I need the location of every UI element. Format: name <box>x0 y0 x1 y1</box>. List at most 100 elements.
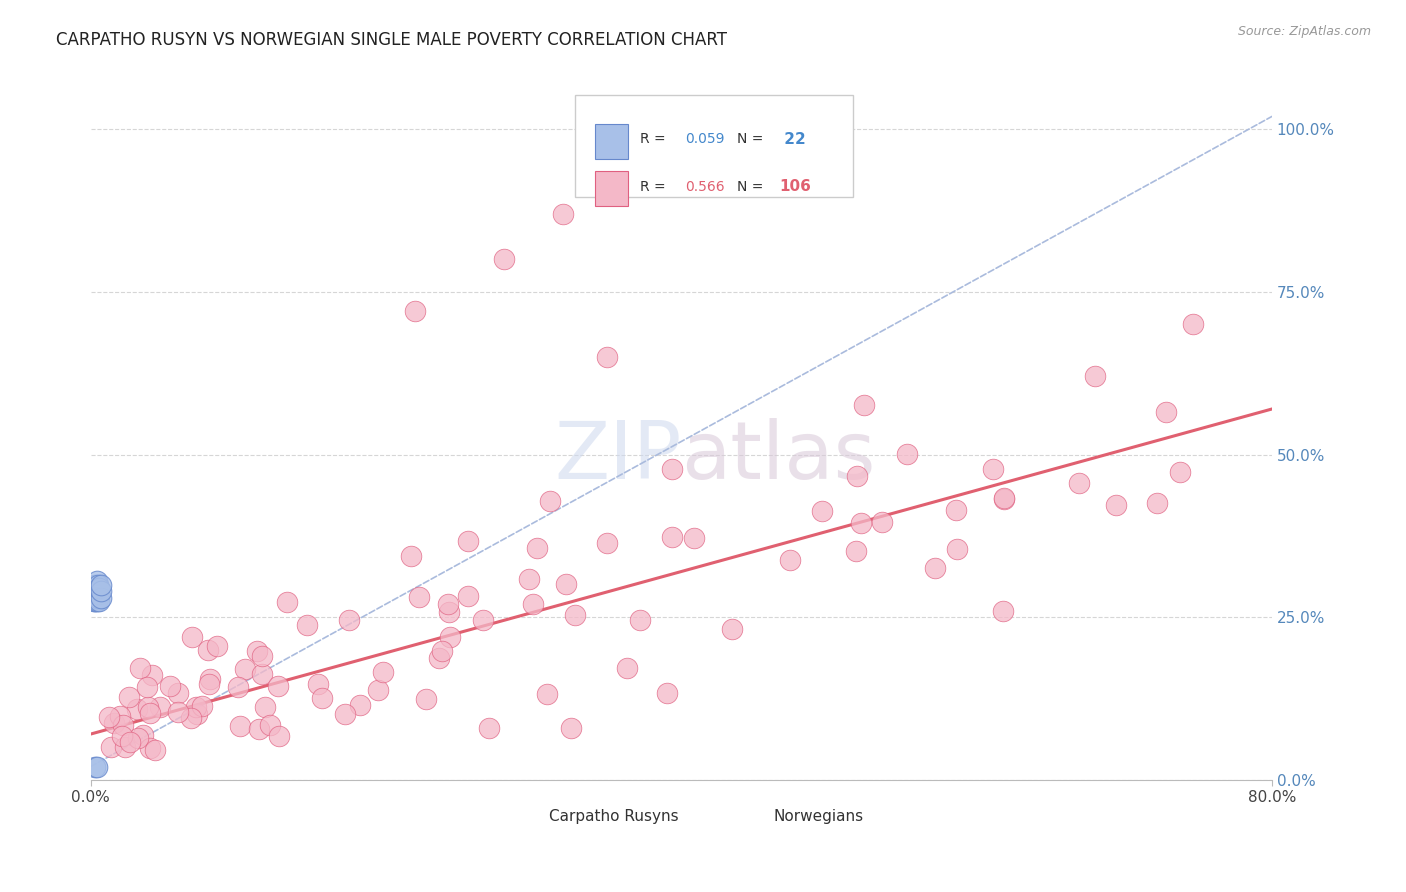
Point <box>1170 465 1192 479</box>
Point <box>89 581 111 595</box>
Point <box>616 661 638 675</box>
Point <box>246 644 269 658</box>
Point <box>247 722 270 736</box>
Point <box>307 677 329 691</box>
Point <box>896 447 918 461</box>
Point <box>111 729 134 743</box>
Point <box>661 530 683 544</box>
Point <box>1084 368 1107 383</box>
Point <box>437 598 460 612</box>
Point <box>457 534 479 549</box>
Point <box>250 667 273 681</box>
Point <box>129 661 152 675</box>
Point <box>83 594 105 608</box>
Point <box>127 731 149 745</box>
Point <box>84 577 107 591</box>
Point <box>84 584 107 599</box>
Point <box>269 729 291 743</box>
Point <box>166 686 188 700</box>
Text: N =: N = <box>737 179 768 194</box>
Text: R =: R = <box>640 179 669 194</box>
Point <box>846 469 869 483</box>
Point <box>1146 496 1168 510</box>
Point <box>335 706 357 721</box>
Point <box>439 630 461 644</box>
Point <box>143 743 166 757</box>
Text: Norwegians: Norwegians <box>773 809 863 824</box>
Point <box>1105 498 1128 512</box>
Point <box>103 716 125 731</box>
Point <box>472 614 495 628</box>
Point <box>408 590 430 604</box>
Point <box>86 759 108 773</box>
FancyBboxPatch shape <box>734 806 763 827</box>
Point <box>136 680 159 694</box>
FancyBboxPatch shape <box>595 171 628 206</box>
Point <box>235 662 257 676</box>
Point <box>167 705 190 719</box>
Point <box>100 739 122 754</box>
Point <box>197 643 219 657</box>
Point <box>494 252 516 267</box>
Point <box>180 630 202 644</box>
Point <box>526 541 548 555</box>
Point <box>226 680 249 694</box>
Point <box>87 584 110 599</box>
Point <box>90 591 112 605</box>
Point <box>186 706 208 721</box>
Point <box>720 623 742 637</box>
Text: CARPATHO RUSYN VS NORWEGIAN SINGLE MALE POVERTY CORRELATION CHART: CARPATHO RUSYN VS NORWEGIAN SINGLE MALE … <box>56 31 727 49</box>
Point <box>852 398 875 412</box>
Point <box>536 687 558 701</box>
Point <box>522 597 544 611</box>
Point <box>1069 475 1091 490</box>
Point <box>295 618 318 632</box>
Text: ZIP: ZIP <box>554 417 682 496</box>
Point <box>437 606 460 620</box>
Point <box>141 668 163 682</box>
Point <box>367 682 389 697</box>
Text: N =: N = <box>737 132 768 146</box>
Point <box>845 544 868 558</box>
Point <box>267 679 290 693</box>
Point <box>108 708 131 723</box>
Point <box>399 549 422 563</box>
Point <box>180 710 202 724</box>
Point <box>159 679 181 693</box>
Text: 22: 22 <box>779 132 806 146</box>
Point <box>138 706 160 721</box>
Point <box>84 759 107 773</box>
Point <box>191 699 214 714</box>
Point <box>427 651 450 665</box>
Point <box>628 613 651 627</box>
Point <box>993 491 1015 505</box>
Point <box>564 608 586 623</box>
Point <box>945 503 967 517</box>
Text: 0.059: 0.059 <box>685 132 724 146</box>
Point <box>276 595 298 609</box>
Point <box>993 491 1015 506</box>
Text: 0.566: 0.566 <box>685 179 724 194</box>
Point <box>371 665 394 680</box>
Point <box>132 728 155 742</box>
Point <box>86 587 108 601</box>
Point <box>478 721 501 735</box>
Point <box>89 594 111 608</box>
Point <box>87 577 110 591</box>
Text: atlas: atlas <box>682 417 876 496</box>
Point <box>560 721 582 735</box>
Point <box>111 718 134 732</box>
Point <box>229 718 252 732</box>
FancyBboxPatch shape <box>575 95 852 197</box>
Point <box>83 581 105 595</box>
Point <box>84 591 107 605</box>
Point <box>553 207 575 221</box>
Point <box>404 304 426 318</box>
Point <box>457 589 479 603</box>
Point <box>849 516 872 531</box>
Point <box>86 574 108 589</box>
Point <box>139 741 162 756</box>
Point <box>87 591 110 605</box>
Point <box>127 701 149 715</box>
Point <box>870 515 893 529</box>
